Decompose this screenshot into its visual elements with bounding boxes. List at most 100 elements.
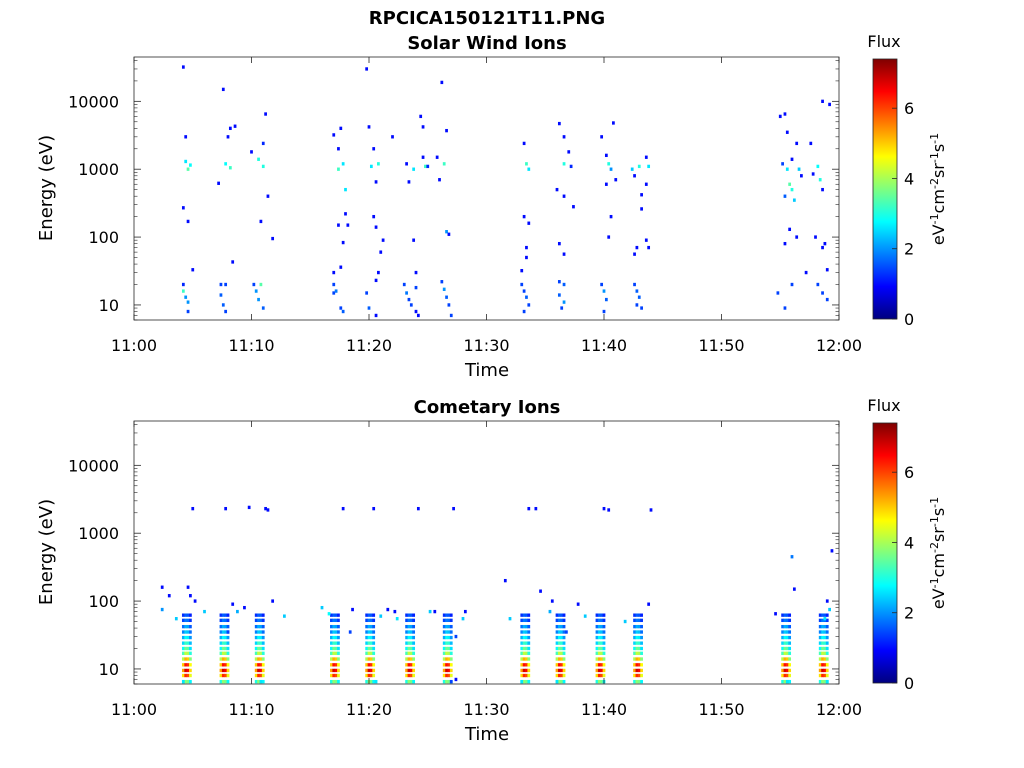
heatmap-cell <box>449 624 453 629</box>
heatmap-cell <box>600 673 604 678</box>
heatmap-cell <box>821 673 824 678</box>
heatmap-cell <box>600 651 604 655</box>
heatmap-cell <box>520 268 524 273</box>
heatmap-cell <box>186 641 190 645</box>
heatmap-cell <box>369 618 373 623</box>
heatmap-cell <box>560 679 564 684</box>
heatmap-cell <box>790 555 794 559</box>
heatmap-cell <box>261 646 265 651</box>
heatmap-cell <box>520 673 524 678</box>
heatmap-cell <box>825 599 829 603</box>
heatmap-cell <box>818 624 822 629</box>
heatmap-cell <box>560 668 564 673</box>
heatmap-cell <box>186 219 190 224</box>
cometary-y-axis-label: Energy (eV) <box>36 499 57 605</box>
heatmap-cell <box>221 679 225 684</box>
heatmap-cell <box>635 303 639 307</box>
heatmap-cell <box>788 618 792 623</box>
heatmap-cell <box>520 668 524 673</box>
heatmap-cell <box>409 635 413 640</box>
heatmap-cell <box>412 663 416 667</box>
heatmap-cell <box>409 657 413 661</box>
heatmap-cell <box>816 282 820 287</box>
heatmap-cell <box>421 155 425 159</box>
heatmap-cell <box>337 167 340 171</box>
heatmap-cell <box>372 214 376 219</box>
heatmap-cell <box>609 167 613 171</box>
heatmap-cell <box>407 673 411 678</box>
heatmap-cell <box>635 663 639 667</box>
x-tick-label: 11:50 <box>698 700 744 719</box>
cometary-colorbar-unit: eV-1cm-2sr-1s-1 <box>928 497 949 609</box>
heatmap-cell <box>369 164 373 169</box>
heatmap-cell <box>365 673 369 678</box>
heatmap-cell <box>191 506 195 511</box>
heatmap-cell <box>184 159 188 164</box>
heatmap-cell <box>781 673 784 678</box>
heatmap-cell <box>821 651 824 655</box>
heatmap-cell <box>261 618 265 623</box>
heatmap-cell <box>369 673 373 678</box>
heatmap-cell <box>595 635 599 640</box>
heatmap-cell <box>527 624 531 629</box>
heatmap-cell <box>337 673 340 678</box>
y-tick-label: 1000 <box>78 524 119 543</box>
heatmap-cell <box>525 618 528 623</box>
heatmap-cell <box>785 630 789 634</box>
heatmap-cell <box>447 624 451 629</box>
heatmap-cell <box>557 641 561 645</box>
heatmap-cell <box>640 630 643 634</box>
heatmap-cell <box>795 235 799 239</box>
heatmap-cell <box>562 657 566 661</box>
heatmap-cell <box>254 657 258 661</box>
heatmap-cell <box>825 657 829 661</box>
heatmap-cell <box>221 630 225 634</box>
heatmap-cell <box>424 164 427 169</box>
heatmap-cell <box>160 585 164 589</box>
heatmap-cell <box>781 630 784 634</box>
heatmap-cell <box>367 613 371 617</box>
heatmap-cell <box>555 613 559 617</box>
heatmap-cell <box>633 663 636 667</box>
heatmap-cell <box>637 618 641 623</box>
heatmap-cell <box>600 668 604 673</box>
heatmap-cell <box>783 673 787 678</box>
heatmap-cell <box>221 646 225 651</box>
heatmap-cell <box>825 268 829 272</box>
heatmap-cell <box>825 646 829 651</box>
heatmap-cell <box>800 174 803 178</box>
heatmap-cell <box>231 260 235 264</box>
heatmap-cell <box>409 630 413 634</box>
heatmap-cell <box>372 624 376 629</box>
heatmap-cell <box>557 668 561 673</box>
heatmap-cell <box>449 668 453 673</box>
heatmap-cell <box>186 300 190 304</box>
heatmap-cell <box>257 668 260 673</box>
heatmap-cell <box>640 635 643 640</box>
heatmap-cell <box>332 613 336 617</box>
heatmap-cell <box>525 657 528 661</box>
heatmap-cell <box>226 613 230 617</box>
heatmap-cell <box>647 245 651 250</box>
heatmap-cell <box>428 609 432 614</box>
heatmap-cell <box>825 641 829 645</box>
heatmap-cell <box>407 618 411 623</box>
heatmap-cell <box>785 641 789 645</box>
heatmap-cell <box>334 663 338 667</box>
heatmap-cell <box>522 214 526 219</box>
heatmap-cell <box>181 630 185 634</box>
heatmap-cell <box>821 245 824 250</box>
heatmap-cell <box>224 668 228 673</box>
heatmap-cell <box>330 668 333 673</box>
heatmap-cell <box>395 617 399 621</box>
heatmap-cell <box>224 641 228 645</box>
heatmap-cell <box>261 630 265 634</box>
heatmap-cell <box>372 613 376 617</box>
heatmap-cell <box>261 668 265 673</box>
heatmap-cell <box>555 673 559 678</box>
heatmap-cell <box>332 679 336 684</box>
heatmap-cell <box>560 646 564 651</box>
heatmap-cell <box>224 618 228 623</box>
heatmap-cell <box>442 641 446 645</box>
heatmap-cell <box>412 624 416 629</box>
